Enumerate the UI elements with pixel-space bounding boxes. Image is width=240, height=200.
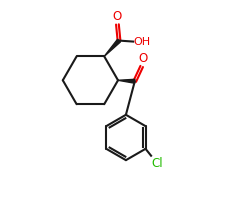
Text: O: O xyxy=(138,52,147,65)
Text: Cl: Cl xyxy=(151,157,163,170)
Text: OH: OH xyxy=(134,37,151,47)
Polygon shape xyxy=(118,79,135,83)
Polygon shape xyxy=(104,39,120,56)
Text: O: O xyxy=(113,10,122,23)
